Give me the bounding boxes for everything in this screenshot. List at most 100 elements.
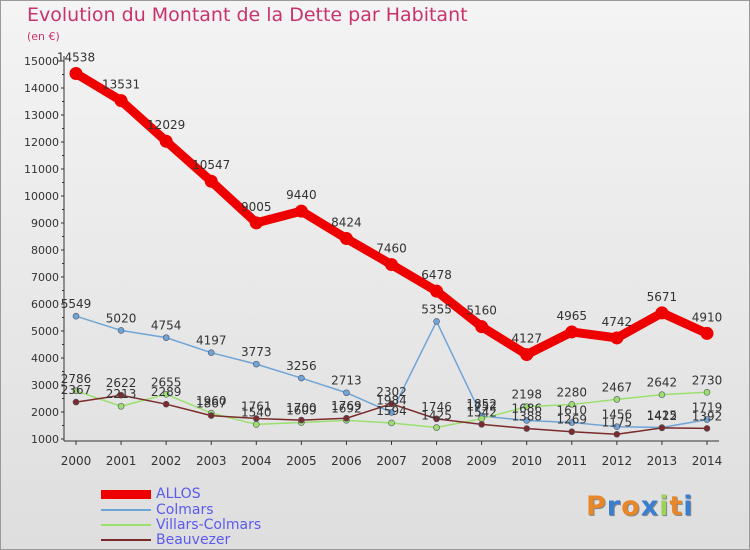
- data-point: [72, 387, 80, 395]
- data-point: [613, 423, 621, 430]
- x-tick-label: 2013: [647, 454, 678, 468]
- data-point: [252, 360, 260, 368]
- data-point: [703, 425, 711, 432]
- x-tick-label: 2005: [286, 454, 317, 468]
- data-label: 9005: [241, 200, 272, 214]
- data-point: [658, 424, 666, 432]
- data-label: 2198: [511, 388, 542, 402]
- data-label: 13531: [102, 78, 140, 92]
- data-point: [385, 258, 398, 272]
- data-label: 8424: [331, 216, 362, 230]
- data-point: [613, 396, 621, 403]
- x-tick-label: 2003: [196, 454, 227, 468]
- y-tick-label: 12000: [24, 136, 59, 149]
- data-label: 1542: [466, 405, 497, 419]
- data-label: 2622: [106, 376, 137, 390]
- data-label: 10547: [192, 158, 230, 172]
- data-label: 2730: [692, 373, 723, 387]
- y-tick-label: 14000: [24, 82, 59, 95]
- data-label: 1594: [376, 404, 407, 418]
- data-point: [520, 348, 534, 362]
- y-tick-label: 3000: [31, 379, 59, 392]
- y-tick-label: 6000: [31, 298, 59, 311]
- y-tick-label: 7000: [31, 271, 59, 284]
- data-point: [388, 400, 395, 408]
- x-tick-label: 2002: [151, 454, 182, 468]
- data-label: 1960: [196, 394, 227, 408]
- data-label: 1609: [286, 404, 317, 418]
- x-tick-label: 2004: [241, 454, 272, 468]
- data-label: 1392: [692, 409, 723, 423]
- data-point: [343, 414, 350, 422]
- data-point: [159, 134, 173, 148]
- x-tick-label: 2010: [511, 454, 542, 468]
- data-point: [298, 374, 305, 382]
- legend-label: ALLOS: [156, 486, 201, 502]
- data-point: [207, 349, 215, 356]
- data-point: [610, 331, 624, 345]
- data-label: 5020: [106, 311, 137, 325]
- data-label: 5549: [61, 297, 92, 311]
- x-tick-label: 2009: [466, 454, 497, 468]
- data-point: [568, 428, 576, 436]
- data-label: 1867: [196, 397, 227, 411]
- data-point: [252, 421, 260, 428]
- data-point: [343, 389, 350, 397]
- legend-label: Colmars: [156, 502, 214, 518]
- data-label: 2367: [61, 383, 92, 397]
- data-label: 1175: [602, 415, 633, 429]
- legend-swatch: [101, 539, 151, 541]
- data-point: [249, 216, 263, 230]
- y-tick-label: 15000: [24, 55, 59, 68]
- data-label: 1425: [647, 409, 678, 423]
- data-point: [69, 66, 83, 80]
- data-label: 2467: [602, 380, 633, 394]
- data-label: 2280: [557, 385, 588, 399]
- chart-title: Evolution du Montant de la Dette par Hab…: [27, 4, 468, 26]
- data-point: [568, 419, 576, 426]
- data-label: 1700: [286, 401, 317, 415]
- data-label: 4197: [196, 334, 227, 348]
- data-point: [430, 284, 444, 298]
- data-point: [703, 388, 711, 396]
- y-tick-label: 13000: [24, 109, 59, 122]
- data-label: 1752: [466, 400, 497, 414]
- y-tick-label: 10000: [24, 190, 59, 203]
- data-label: 12029: [147, 118, 185, 132]
- y-tick-label: 4000: [31, 352, 59, 365]
- data-point: [72, 398, 80, 406]
- data-point: [204, 174, 218, 188]
- data-label: 4910: [692, 310, 723, 324]
- data-point: [252, 415, 260, 422]
- legend-swatch: [101, 509, 151, 511]
- series-line: [71, 68, 712, 360]
- data-label: 1425: [421, 409, 452, 423]
- legend-swatch: [101, 524, 151, 526]
- data-point: [433, 424, 440, 431]
- legend-label: Beauvezer: [156, 532, 231, 548]
- x-tick-label: 2012: [602, 454, 633, 468]
- data-label: 2213: [106, 387, 137, 401]
- data-label: 3256: [286, 359, 317, 373]
- chart-unit: (en €): [27, 30, 60, 43]
- data-label: 1686: [511, 401, 542, 415]
- y-tick-label: 9000: [31, 217, 59, 230]
- data-point: [388, 419, 395, 427]
- data-label: 2302: [376, 385, 407, 399]
- x-tick-label: 2008: [421, 454, 452, 468]
- data-label: 6478: [421, 268, 452, 282]
- data-label: 2713: [331, 374, 362, 388]
- data-label: 3773: [241, 345, 272, 359]
- data-point: [162, 334, 170, 341]
- data-label: 14538: [57, 50, 95, 64]
- legend-item-colmars: Colmars: [101, 502, 214, 518]
- data-point: [523, 425, 531, 432]
- data-label: 4127: [511, 332, 542, 346]
- data-point: [655, 306, 669, 320]
- data-point: [114, 94, 128, 108]
- data-label: 9440: [286, 188, 317, 202]
- y-tick-label: 11000: [24, 163, 59, 176]
- data-label: 1610: [557, 404, 588, 418]
- legend-item-allos: ALLOS: [101, 486, 201, 502]
